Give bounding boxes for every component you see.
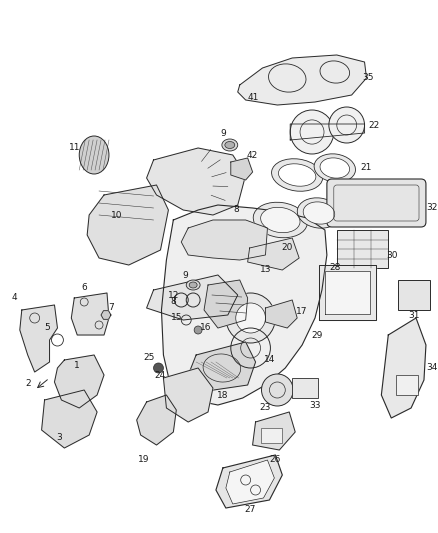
Text: 35: 35 <box>363 74 374 83</box>
Ellipse shape <box>253 202 307 238</box>
Bar <box>261 428 283 443</box>
Text: 34: 34 <box>426 364 438 373</box>
Ellipse shape <box>222 139 238 151</box>
Text: 23: 23 <box>260 403 271 413</box>
Circle shape <box>329 107 364 143</box>
Text: 18: 18 <box>217 391 229 400</box>
Polygon shape <box>253 412 295 450</box>
Text: 8: 8 <box>170 297 176 306</box>
Text: 20: 20 <box>282 244 293 253</box>
Text: 9: 9 <box>220 128 226 138</box>
Bar <box>398 280 430 310</box>
Text: 24: 24 <box>155 370 166 379</box>
Ellipse shape <box>186 280 200 290</box>
Text: 21: 21 <box>361 164 372 173</box>
Polygon shape <box>181 220 268 260</box>
Text: 17: 17 <box>297 308 308 317</box>
Polygon shape <box>247 238 299 270</box>
Polygon shape <box>265 300 297 328</box>
Ellipse shape <box>303 202 335 224</box>
Text: 10: 10 <box>111 211 123 220</box>
Bar <box>337 230 389 268</box>
Polygon shape <box>231 158 253 180</box>
Polygon shape <box>162 205 327 405</box>
Polygon shape <box>137 395 177 445</box>
Polygon shape <box>147 275 238 320</box>
Text: 9: 9 <box>182 271 188 279</box>
Circle shape <box>290 110 334 154</box>
Text: 25: 25 <box>143 353 154 362</box>
Ellipse shape <box>225 141 235 149</box>
Text: 7: 7 <box>108 303 114 312</box>
Ellipse shape <box>320 158 350 178</box>
Text: 15: 15 <box>170 313 182 322</box>
Text: 2: 2 <box>25 378 31 387</box>
Ellipse shape <box>272 159 323 191</box>
Text: 8: 8 <box>233 206 239 214</box>
Circle shape <box>194 326 202 334</box>
Polygon shape <box>325 271 371 314</box>
Text: 19: 19 <box>138 456 149 464</box>
Polygon shape <box>71 293 109 335</box>
Ellipse shape <box>297 198 341 228</box>
Polygon shape <box>147 148 246 215</box>
Polygon shape <box>204 280 247 328</box>
Text: 12: 12 <box>168 290 179 300</box>
Ellipse shape <box>79 136 109 174</box>
Text: 6: 6 <box>81 284 87 293</box>
Bar <box>292 378 318 398</box>
Text: 16: 16 <box>200 324 212 333</box>
Text: 42: 42 <box>247 150 258 159</box>
Ellipse shape <box>261 207 300 233</box>
Text: 11: 11 <box>68 143 80 152</box>
Text: 5: 5 <box>45 324 50 333</box>
Polygon shape <box>163 368 213 422</box>
Polygon shape <box>290 124 364 140</box>
Text: 1: 1 <box>74 360 80 369</box>
Ellipse shape <box>314 154 356 182</box>
Polygon shape <box>381 318 426 418</box>
Circle shape <box>261 374 293 406</box>
Bar <box>396 375 418 395</box>
Polygon shape <box>42 390 97 448</box>
Polygon shape <box>216 455 283 508</box>
FancyBboxPatch shape <box>327 179 426 227</box>
Text: 32: 32 <box>426 204 438 213</box>
Text: 4: 4 <box>12 294 18 303</box>
Text: 27: 27 <box>244 505 255 514</box>
Text: 3: 3 <box>57 433 62 442</box>
Polygon shape <box>101 311 111 319</box>
Text: 30: 30 <box>386 251 398 260</box>
Text: 29: 29 <box>311 330 323 340</box>
Polygon shape <box>226 460 274 504</box>
Polygon shape <box>54 355 104 408</box>
Circle shape <box>154 363 163 373</box>
Text: 41: 41 <box>248 93 259 101</box>
Text: 22: 22 <box>369 120 380 130</box>
Circle shape <box>226 293 276 343</box>
Text: 13: 13 <box>260 265 271 274</box>
Polygon shape <box>87 185 168 265</box>
Circle shape <box>236 303 265 333</box>
Text: 31: 31 <box>408 311 420 319</box>
Polygon shape <box>188 342 255 392</box>
Text: 33: 33 <box>309 401 321 410</box>
Text: 26: 26 <box>270 456 281 464</box>
Polygon shape <box>319 265 376 320</box>
Text: 28: 28 <box>329 263 340 272</box>
Polygon shape <box>238 55 367 105</box>
Ellipse shape <box>189 282 197 288</box>
Ellipse shape <box>279 164 316 186</box>
Text: 14: 14 <box>264 356 275 365</box>
Polygon shape <box>20 305 57 372</box>
